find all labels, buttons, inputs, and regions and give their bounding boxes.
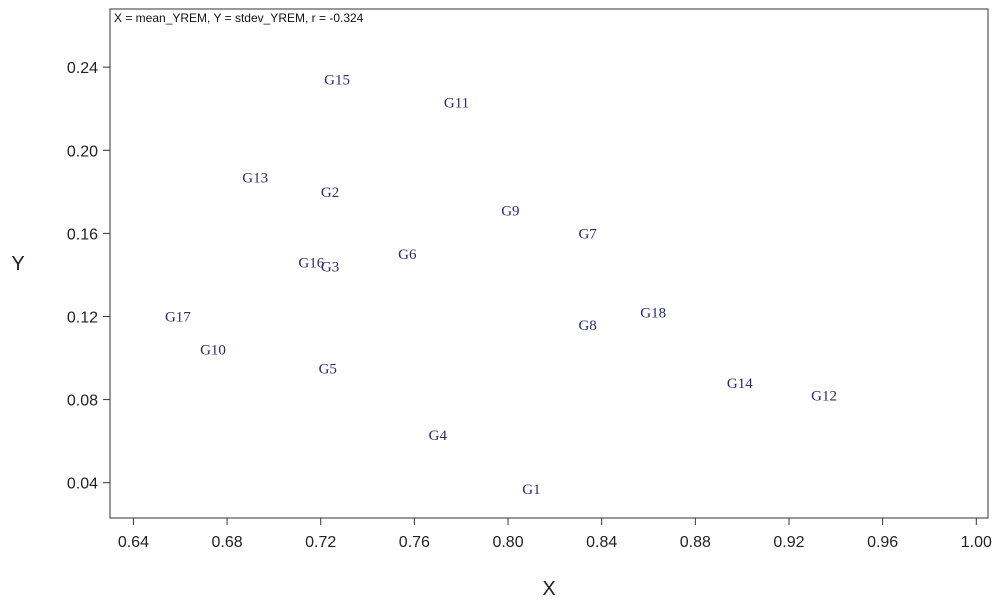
data-point-g5: G5	[319, 361, 337, 377]
data-point-g9: G9	[501, 204, 519, 220]
y-axis-ticks: 0.04 0.08 0.12 0.16 0.20 0.24	[67, 60, 110, 493]
x-tick-label: 0.68	[211, 534, 242, 551]
data-point-g14: G14	[727, 376, 753, 392]
data-point-g12: G12	[811, 388, 837, 404]
data-point-g6: G6	[398, 247, 417, 263]
y-tick-label: 0.24	[67, 60, 98, 77]
x-axis-title: X	[542, 578, 555, 599]
data-point-g11: G11	[444, 95, 469, 111]
data-point-g4: G4	[429, 428, 448, 444]
data-point-g10: G10	[200, 343, 226, 359]
x-tick-label: 0.84	[586, 534, 617, 551]
x-axis-ticks: 0.64 0.68 0.72 0.76 0.80 0.84 0.88 0.92 0.96 1.00	[118, 518, 992, 551]
data-point-g13: G13	[242, 170, 268, 186]
data-point-g7: G7	[578, 226, 597, 242]
x-tick-label: 0.64	[118, 534, 149, 551]
y-tick-label: 0.08	[67, 393, 98, 410]
data-point-g8: G8	[578, 318, 596, 334]
x-tick-label: 1.00	[961, 534, 992, 551]
y-tick-label: 0.16	[67, 226, 98, 243]
y-tick-label: 0.04	[67, 476, 98, 493]
data-point-g3: G3	[321, 260, 339, 276]
x-tick-label: 0.76	[399, 534, 430, 551]
y-axis-title: Y	[11, 253, 24, 275]
correlation-annotation: X = mean_YREM, Y = stdev_YREM, r = -0.32…	[114, 11, 364, 25]
data-point-g15: G15	[324, 73, 350, 89]
data-point-g1: G1	[522, 482, 540, 498]
x-tick-label: 0.92	[773, 534, 804, 551]
x-tick-label: 0.96	[867, 534, 898, 551]
data-point-g18: G18	[640, 305, 666, 321]
data-point-g16: G16	[298, 255, 324, 271]
y-tick-label: 0.20	[67, 143, 98, 160]
data-point-g17: G17	[165, 309, 191, 325]
x-tick-label: 0.80	[492, 534, 523, 551]
x-tick-label: 0.88	[680, 534, 711, 551]
plot-frame	[109, 8, 989, 519]
x-tick-label: 0.72	[305, 534, 336, 551]
data-point-g2: G2	[321, 185, 339, 201]
y-tick-label: 0.12	[67, 309, 98, 326]
